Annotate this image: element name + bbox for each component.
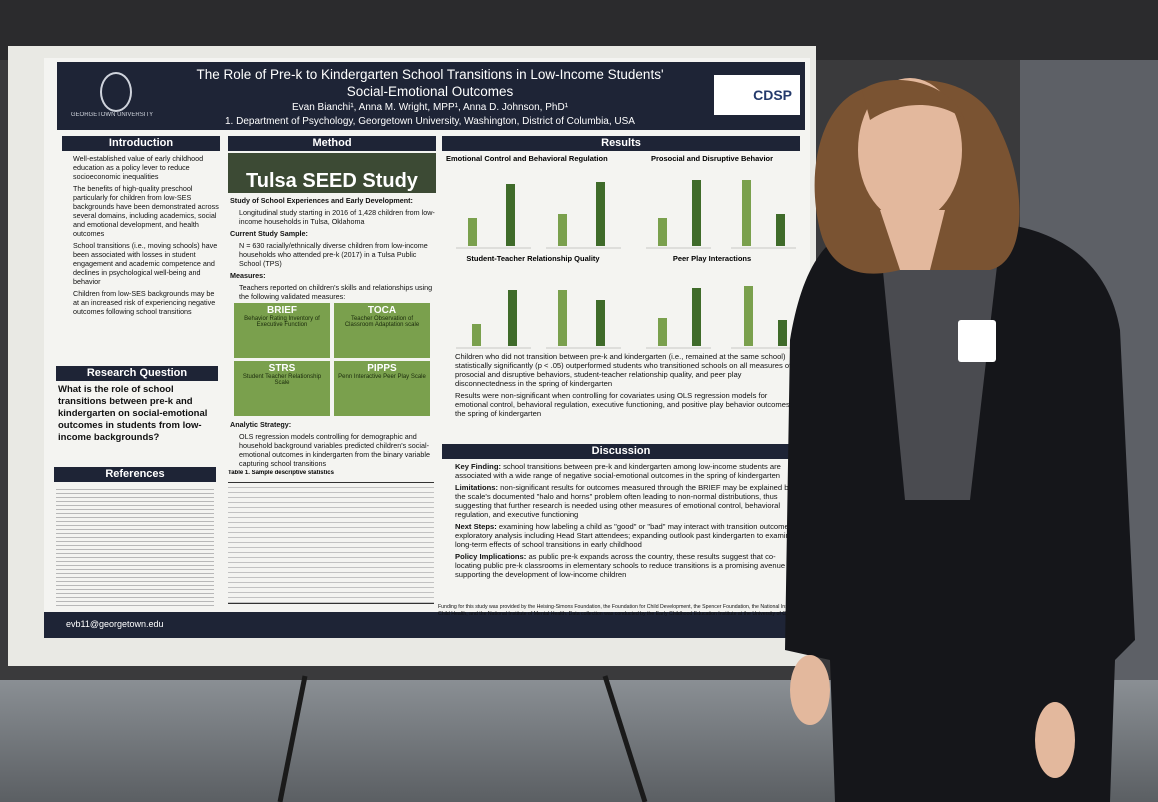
subheading: Analytic Strategy: (230, 420, 292, 429)
bullet: Well-established value of early childhoo… (73, 154, 220, 181)
table-caption: Table 1. Sample descriptive statistics (228, 470, 334, 476)
banner: Tulsa SEED Study (228, 153, 436, 193)
section-heading: Results (442, 136, 800, 151)
chart-title: Peer Play Interactions (672, 254, 752, 263)
bullet: Results were non-significant when contro… (455, 391, 798, 418)
subheading: Measures: (230, 271, 266, 280)
bullet: Policy Implications: as public pre-k exp… (455, 552, 798, 579)
method-text: Study of School Experiences and Early De… (230, 196, 436, 301)
label: Limitations: (455, 483, 499, 492)
section-heading: Research Question (56, 366, 218, 381)
measure-desc: Penn Interactive Peer Play Scale (338, 374, 426, 380)
measure: TOCA Teacher Observation of Classroom Ada… (334, 303, 430, 358)
poster-header (57, 62, 805, 130)
bullet: Key Finding: school transitions between … (455, 462, 798, 480)
subheading: Study of School Experiences and Early De… (230, 196, 413, 205)
introduction-text: Well-established value of early childhoo… (64, 154, 220, 359)
label: Next Steps: (455, 522, 497, 531)
bullet: School transitions (i.e., moving schools… (73, 241, 220, 286)
section-heading: Discussion (442, 444, 800, 459)
result-charts (456, 180, 796, 349)
right-logo: CDSP (714, 75, 800, 115)
bullet: Limitations: non-significant results for… (455, 483, 798, 519)
results-text: Children who did not transition between … (446, 352, 798, 432)
section-heading: Introduction (62, 136, 220, 151)
analytic-text: Analytic Strategy: OLS regression models… (230, 420, 436, 468)
measure-desc: Behavior Rating Inventory of Executive F… (244, 316, 320, 328)
discussion-text: Key Finding: school transitions between … (446, 462, 798, 602)
measure-name: STRS (268, 363, 296, 374)
measure-name: TOCA (367, 305, 397, 316)
bullet: The benefits of high-quality preschool p… (73, 184, 220, 238)
seal (100, 72, 132, 112)
chart-title: Student-Teacher Relationship Quality (466, 254, 600, 263)
measure-name: PIPPS (367, 363, 397, 374)
poster-title: The Role of Pre-k to Kindergarten School… (196, 67, 664, 99)
text: non-significant results for outcomes mea… (455, 483, 793, 519)
email: evb11@georgetown.edu (66, 619, 164, 629)
section-heading: References (54, 467, 216, 482)
left-logo: GEORGETOWN UNIVERSITY (70, 112, 154, 118)
label: Key Finding: (455, 462, 501, 471)
research-question: What is the role of school transitions b… (58, 384, 208, 443)
measure: PIPPS Penn Interactive Peer Play Scale (334, 361, 430, 416)
measure: STRS Student Teacher Relationship Scale (234, 361, 330, 416)
descriptive-table (228, 482, 434, 604)
bullet: Teachers reported on children's skills a… (239, 283, 436, 301)
bullet: Longitudinal study starting in 2016 of 1… (239, 208, 436, 226)
label: Policy Implications: (455, 552, 527, 561)
funding: Funding for this study was provided by t… (438, 604, 806, 617)
bullet: Next Steps: examining how labeling a chi… (455, 522, 798, 549)
bullet: OLS regression models controlling for de… (239, 432, 436, 468)
measure: BRIEF Behavior Rating Inventory of Execut… (234, 303, 330, 358)
chart-title: Prosocial and Disruptive Behavior (650, 154, 774, 163)
text: examining how labeling a child as "good"… (455, 522, 795, 549)
authors: Evan Bianchi¹, Anna M. Wright, MPP¹, Ann… (291, 102, 569, 113)
chart-title: Emotional Control and Behavioral Regulat… (446, 154, 608, 163)
reference-list (56, 486, 214, 608)
measure-desc: Student Teacher Relationship Scale (242, 374, 322, 386)
bullet: N = 630 racially/ethnically diverse chil… (239, 241, 436, 268)
affiliation: 1. Department of Psychology, Georgetown … (225, 116, 635, 127)
text: school transitions between pre-k and kin… (455, 462, 781, 480)
measure-name: BRIEF (267, 305, 297, 316)
measure-desc: Teacher Observation of Classroom Adaptat… (344, 316, 420, 328)
section-heading: Method (228, 136, 436, 151)
bullet: Children from low-SES backgrounds may be… (73, 289, 220, 316)
subheading: Current Study Sample: (230, 229, 308, 238)
text: as public pre-k expands across the count… (455, 552, 797, 579)
bullet: Children who did not transition between … (455, 352, 798, 388)
poster-footer (44, 612, 810, 638)
